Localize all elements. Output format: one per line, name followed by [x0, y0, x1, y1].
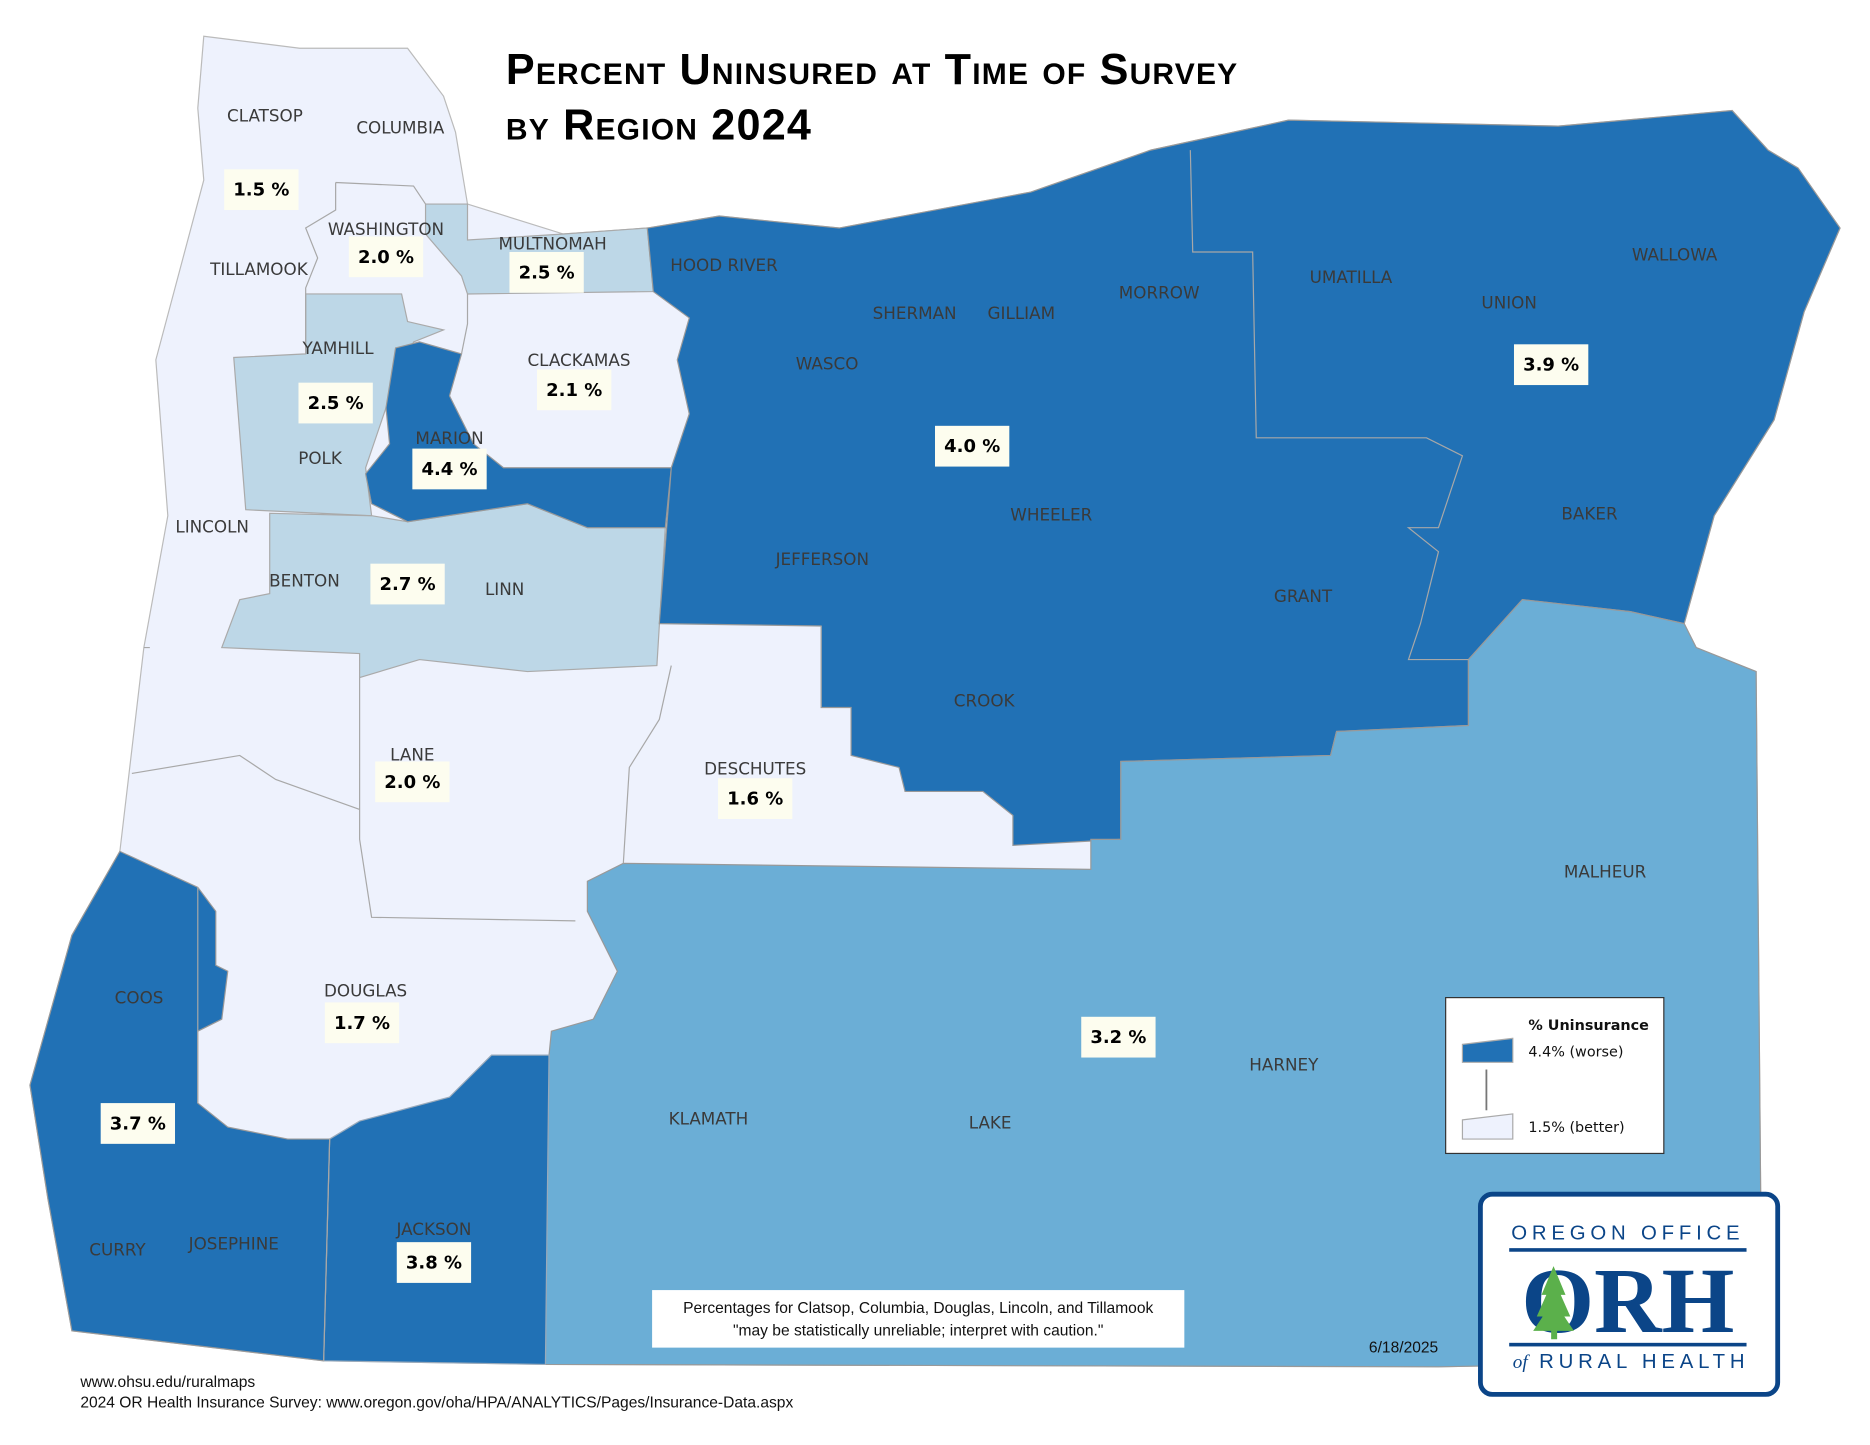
county-label: MORROW	[1119, 283, 1200, 303]
logo-of: of	[1513, 1352, 1531, 1373]
county-label: UNION	[1481, 292, 1537, 312]
county-label: WASCO	[796, 353, 859, 373]
county-label: CLACKAMAS	[527, 350, 630, 370]
county-label: JACKSON	[395, 1219, 471, 1239]
percent-label: 2.5 %	[519, 262, 575, 283]
percent-label: 4.4 %	[421, 459, 477, 480]
percent-label: 1.6 %	[727, 789, 783, 810]
percent-label: 2.0 %	[384, 772, 440, 793]
percent-label: 2.1 %	[546, 380, 602, 401]
county-label: COOS	[115, 988, 164, 1008]
county-label: DESCHUTES	[704, 759, 806, 779]
legend-swatch-low	[1461, 1113, 1514, 1140]
county-lines	[131, 150, 1469, 1361]
county-label: WHEELER	[1010, 505, 1092, 525]
county-label: BAKER	[1561, 503, 1618, 523]
legend-title: % Uninsurance	[1528, 1018, 1649, 1034]
county-label: JEFFERSON	[775, 549, 869, 569]
tree-icon	[1533, 1266, 1574, 1340]
note-line2: "may be statistically unreliable; interp…	[733, 1323, 1103, 1340]
footer-link-ruralmaps[interactable]: www.ohsu.edu/ruralmaps	[79, 1374, 255, 1391]
caution-note: Percentages for Clatsop, Columbia, Dougl…	[652, 1290, 1185, 1348]
legend-high-label: 4.4% (worse)	[1528, 1044, 1623, 1060]
percent-label: 2.0 %	[358, 247, 414, 268]
county-label: LANE	[390, 744, 434, 764]
footer-source[interactable]: 2024 OR Health Insurance Survey: www.ore…	[80, 1395, 793, 1412]
percent-label: 2.7 %	[380, 574, 436, 595]
county-label: MULTNOMAH	[498, 234, 606, 254]
county-label: YAMHILL	[301, 338, 374, 358]
county-label: UMATILLA	[1310, 267, 1393, 287]
map-title-line1: Percent Uninsured at Time of Survey	[506, 46, 1239, 94]
county-label: WASHINGTON	[328, 219, 444, 239]
county-label: HARNEY	[1249, 1055, 1319, 1075]
orh-logo: OREGON OFFICE ORH of RURAL HEALTH	[1478, 1191, 1781, 1397]
legend-swatch-high	[1461, 1037, 1514, 1063]
percent-label: 2.5 %	[308, 393, 364, 414]
percent-label: 1.7 %	[334, 1013, 390, 1034]
map-title-line2: by Region 2024	[506, 101, 812, 149]
region-jackson	[323, 1054, 550, 1366]
percent-label: 3.8 %	[406, 1253, 462, 1274]
percent-label: 1.5 %	[233, 180, 289, 201]
county-label: JOSEPHINE	[188, 1233, 279, 1253]
county-label: LAKE	[969, 1112, 1012, 1132]
percent-labels: 1.5 % 2.0 % 2.5 % 2.5 % 2.1 % 4.4 % 2.7 …	[100, 169, 1589, 1283]
logo-top-text: OREGON OFFICE	[1511, 1223, 1744, 1245]
county-label: HOOD RIVER	[670, 255, 778, 275]
county-label: GILLIAM	[988, 303, 1056, 323]
legend: % Uninsurance 4.4% (worse) 1.5% (better)	[1445, 997, 1665, 1155]
county-label: LINN	[485, 579, 524, 599]
county-label: COLUMBIA	[356, 117, 445, 137]
county-label: POLK	[298, 448, 343, 468]
percent-label: 3.2 %	[1090, 1027, 1146, 1048]
county-label: MARION	[415, 428, 483, 448]
county-label: KLAMATH	[669, 1109, 749, 1129]
county-label: WALLOWA	[1632, 244, 1718, 264]
county-label: BENTON	[269, 570, 340, 590]
county-label: TILLAMOOK	[209, 259, 309, 279]
region-southeast	[544, 599, 1763, 1368]
county-label: CLATSOP	[227, 105, 303, 125]
percent-label: 4.0 %	[944, 436, 1000, 457]
county-label: SHERMAN	[873, 303, 957, 323]
logo-bottom-text: RURAL HEALTH	[1539, 1351, 1749, 1373]
county-label: MALHEUR	[1564, 862, 1647, 882]
county-labels: CLATSOP COLUMBIA WASHINGTON MULTNOMAH TI…	[89, 105, 1718, 1259]
county-label: GRANT	[1274, 586, 1333, 606]
county-label: LINCOLN	[175, 517, 249, 537]
county-label: CURRY	[89, 1239, 146, 1259]
percent-label: 3.7 %	[110, 1113, 166, 1134]
legend-low-label: 1.5% (better)	[1528, 1120, 1624, 1136]
percent-label: 3.9 %	[1523, 355, 1579, 376]
region-coos-curry-josephine	[29, 850, 331, 1362]
county-label: CROOK	[954, 690, 1016, 710]
county-label: DOUGLAS	[324, 980, 407, 1000]
map-date: 6/18/2025	[1369, 1339, 1439, 1356]
note-line1: Percentages for Clatsop, Columbia, Dougl…	[683, 1300, 1153, 1317]
